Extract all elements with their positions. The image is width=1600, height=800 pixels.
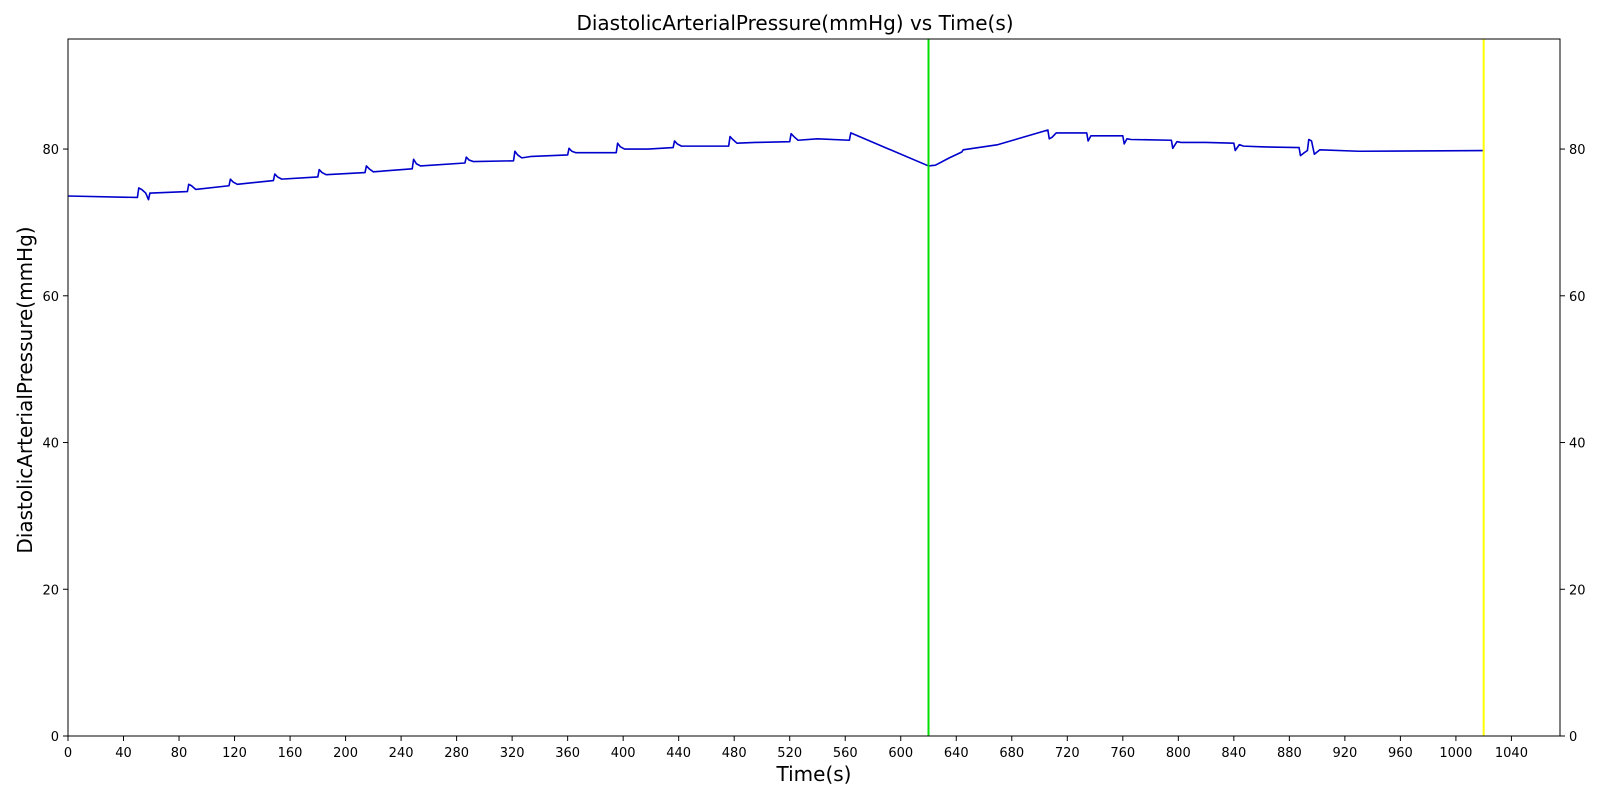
x-tick-label: 0 <box>64 746 72 761</box>
x-tick-label: 360 <box>555 746 580 761</box>
x-tick-label: 320 <box>500 746 525 761</box>
series-line-0 <box>67 129 1484 201</box>
x-tick-label: 160 <box>278 746 303 761</box>
x-tick-label: 1040 <box>1495 746 1528 761</box>
x-tick-label: 640 <box>944 746 969 761</box>
x-tick-label: 200 <box>333 746 358 761</box>
x-tick-label: 760 <box>1110 746 1135 761</box>
y-tick-label: 60 <box>42 290 59 305</box>
plot-area <box>67 39 1485 736</box>
x-tick-label: 280 <box>444 746 469 761</box>
x-tick-label: 680 <box>999 746 1024 761</box>
y-axis-label: DiastolicArterialPressure(mmHg) <box>13 226 37 553</box>
y-axis-left: 0 20 40 60 80 <box>42 143 68 745</box>
y-tick-label: 0 <box>51 730 59 745</box>
x-tick-label: 520 <box>777 746 802 761</box>
x-tick-label: 600 <box>888 746 913 761</box>
x-axis: 0 40 80 120 160 200 240 280 320 360 400 440 480 520 56… <box>64 736 1528 761</box>
x-tick-label: 240 <box>389 746 414 761</box>
x-tick-label: 720 <box>1055 746 1080 761</box>
x-tick-label: 880 <box>1277 746 1302 761</box>
x-tick-label: 440 <box>666 746 691 761</box>
y-tick-label: 20 <box>42 583 59 598</box>
x-tick-label: 1000 <box>1439 746 1472 761</box>
y-tick-label-right: 0 <box>1569 730 1577 745</box>
x-tick-label: 40 <box>115 746 132 761</box>
x-tick-label: 840 <box>1221 746 1246 761</box>
y-tick-label: 40 <box>42 437 59 452</box>
x-tick-label: 960 <box>1388 746 1413 761</box>
y-tick-label-right: 20 <box>1569 583 1586 598</box>
y-tick-label-right: 40 <box>1569 437 1586 452</box>
x-tick-label: 560 <box>833 746 858 761</box>
x-tick-label: 480 <box>722 746 747 761</box>
x-tick-label: 120 <box>222 746 247 761</box>
y-tick-label-right: 60 <box>1569 290 1586 305</box>
y-axis-right: 0 20 40 60 80 <box>1560 143 1586 745</box>
y-tick-label-right: 80 <box>1569 143 1586 158</box>
x-axis-label: Time(s) <box>776 762 852 786</box>
plot-frame <box>67 38 1561 737</box>
x-tick-label: 920 <box>1332 746 1357 761</box>
x-tick-label: 400 <box>611 746 636 761</box>
x-tick-label: 80 <box>171 746 188 761</box>
y-tick-label: 80 <box>42 143 59 158</box>
x-tick-label: 800 <box>1166 746 1191 761</box>
chart-title: DiastolicArterialPressure(mmHg) vs Time(… <box>576 11 1013 35</box>
